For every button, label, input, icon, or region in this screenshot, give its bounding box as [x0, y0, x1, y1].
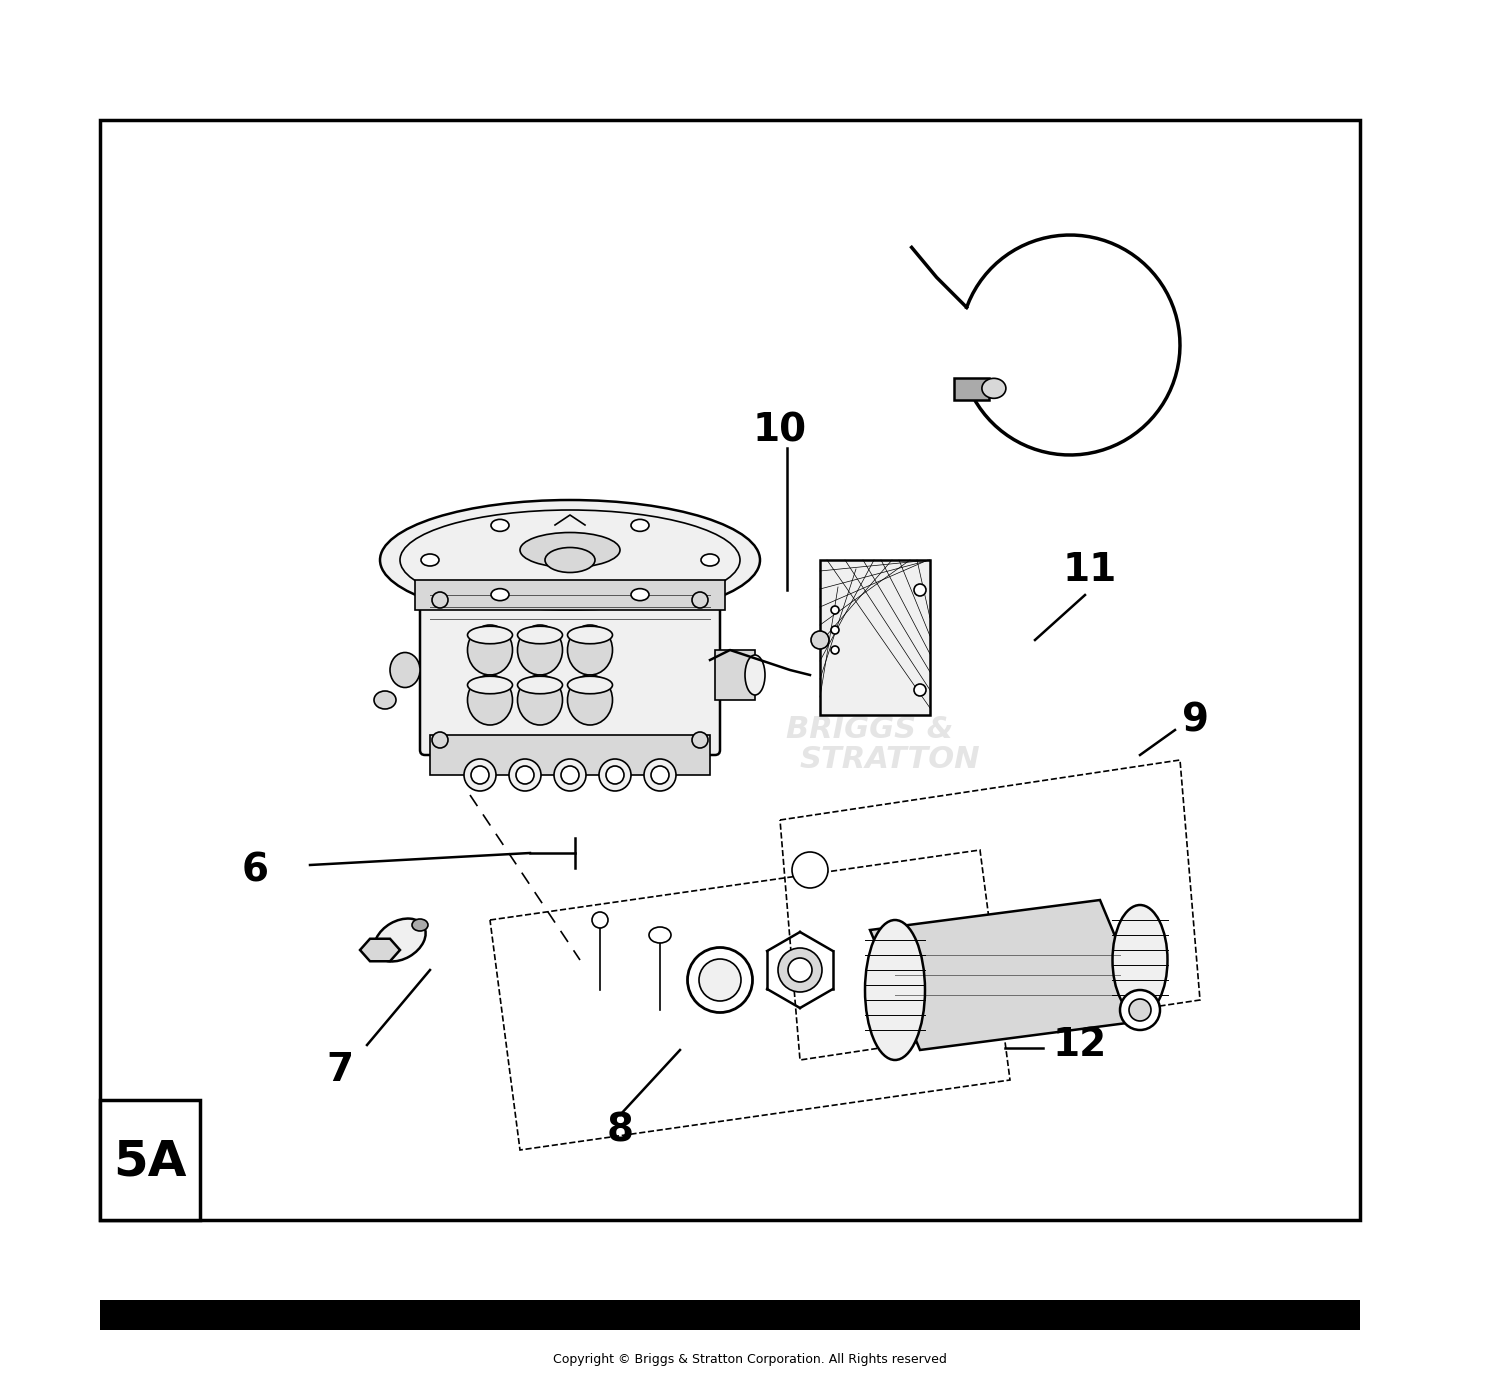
Polygon shape [870, 900, 1150, 1050]
Text: 6: 6 [242, 851, 268, 889]
Bar [100, 1099, 200, 1220]
Bar [954, 379, 988, 400]
Circle shape [432, 592, 448, 609]
Bar [100, 1300, 1361, 1330]
Ellipse shape [518, 626, 562, 643]
Text: 11: 11 [1064, 550, 1118, 589]
Circle shape [778, 947, 822, 992]
Bar [821, 560, 930, 715]
Ellipse shape [390, 653, 420, 687]
Circle shape [831, 626, 839, 633]
Ellipse shape [422, 555, 440, 566]
Ellipse shape [865, 920, 926, 1059]
Ellipse shape [518, 676, 562, 694]
Text: 7: 7 [327, 1051, 354, 1088]
Ellipse shape [982, 379, 1006, 398]
Ellipse shape [374, 692, 396, 709]
Ellipse shape [1113, 904, 1167, 1015]
Ellipse shape [1130, 999, 1150, 1021]
Ellipse shape [567, 675, 612, 725]
Circle shape [592, 911, 608, 928]
Ellipse shape [464, 759, 496, 791]
Ellipse shape [468, 625, 513, 675]
Ellipse shape [812, 631, 830, 649]
Bar [416, 579, 724, 610]
Ellipse shape [632, 589, 650, 600]
Text: 12: 12 [1053, 1026, 1107, 1064]
Bar [716, 650, 754, 700]
Ellipse shape [561, 766, 579, 784]
Ellipse shape [598, 759, 632, 791]
Ellipse shape [400, 510, 740, 610]
Ellipse shape [644, 759, 676, 791]
Ellipse shape [490, 520, 508, 531]
Text: 5A: 5A [114, 1138, 186, 1187]
Text: 8: 8 [606, 1111, 633, 1149]
Ellipse shape [516, 766, 534, 784]
Circle shape [792, 852, 828, 888]
Text: STRATTON: STRATTON [800, 745, 981, 774]
FancyBboxPatch shape [420, 585, 720, 755]
Circle shape [914, 584, 926, 596]
Ellipse shape [518, 675, 562, 725]
Ellipse shape [544, 548, 596, 573]
Ellipse shape [746, 656, 765, 696]
Ellipse shape [468, 675, 513, 725]
Circle shape [432, 732, 448, 748]
Ellipse shape [509, 759, 542, 791]
Ellipse shape [632, 520, 650, 531]
Ellipse shape [554, 759, 586, 791]
Ellipse shape [471, 766, 489, 784]
Bar [430, 734, 710, 774]
Ellipse shape [413, 918, 428, 931]
Circle shape [692, 592, 708, 609]
Text: Copyright © Briggs & Stratton Corporation. All Rights reserved: Copyright © Briggs & Stratton Corporatio… [554, 1354, 946, 1366]
Circle shape [692, 732, 708, 748]
Circle shape [831, 646, 839, 654]
Ellipse shape [1120, 990, 1160, 1030]
Ellipse shape [490, 589, 508, 600]
Ellipse shape [518, 625, 562, 675]
Circle shape [914, 685, 926, 696]
Text: 9: 9 [1182, 701, 1209, 739]
Circle shape [788, 958, 812, 982]
Ellipse shape [699, 958, 741, 1001]
Ellipse shape [520, 532, 620, 567]
Bar [100, 120, 1361, 1220]
Circle shape [831, 606, 839, 614]
Text: BRIGGS &: BRIGGS & [786, 715, 954, 744]
Ellipse shape [380, 501, 760, 620]
Ellipse shape [468, 676, 513, 694]
Ellipse shape [567, 676, 612, 694]
Ellipse shape [606, 766, 624, 784]
Ellipse shape [700, 555, 718, 566]
Ellipse shape [468, 626, 513, 643]
Ellipse shape [567, 626, 612, 643]
Ellipse shape [375, 918, 426, 961]
Ellipse shape [650, 927, 670, 943]
Ellipse shape [567, 625, 612, 675]
Ellipse shape [687, 947, 753, 1012]
Ellipse shape [651, 766, 669, 784]
Text: 10: 10 [753, 411, 807, 449]
Polygon shape [360, 939, 401, 961]
